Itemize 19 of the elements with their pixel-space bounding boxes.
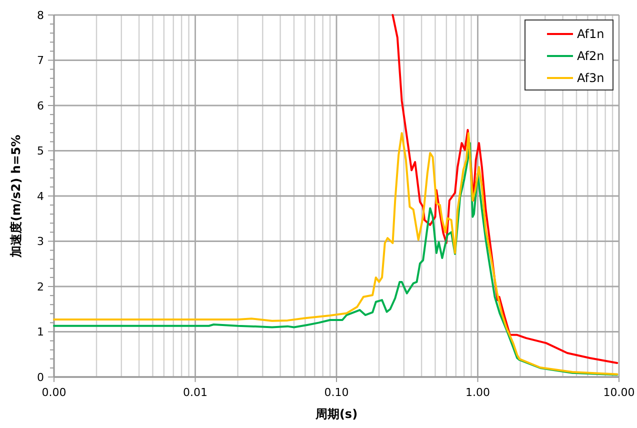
x-tick-label: 0.01	[183, 386, 208, 399]
x-axis-title: 周期(s)	[314, 407, 358, 421]
y-tick-label: 5	[37, 144, 44, 158]
y-tick-label: 1	[37, 326, 44, 339]
y-tick-label: 3	[37, 235, 44, 248]
legend-label: Af2n	[577, 49, 604, 64]
legend-label: Af1n	[577, 27, 604, 42]
x-tick-label: 0.00	[42, 386, 66, 399]
x-tick-label: 0.10	[324, 386, 349, 399]
y-axis-title: 加速度(m/s2) h=5%	[9, 134, 23, 258]
y-tick-label: 4	[37, 190, 44, 203]
y-tick-label: 7	[37, 54, 44, 68]
x-tick-label: 10.00	[603, 386, 635, 399]
y-tick-label: 8	[37, 8, 44, 22]
legend-label: Af3n	[577, 71, 604, 86]
y-tick-label: 0	[37, 370, 44, 384]
y-tick-label: 2	[37, 280, 44, 294]
x-tick-label: 1.00	[466, 386, 490, 399]
y-tick-label: 6	[37, 99, 44, 112]
